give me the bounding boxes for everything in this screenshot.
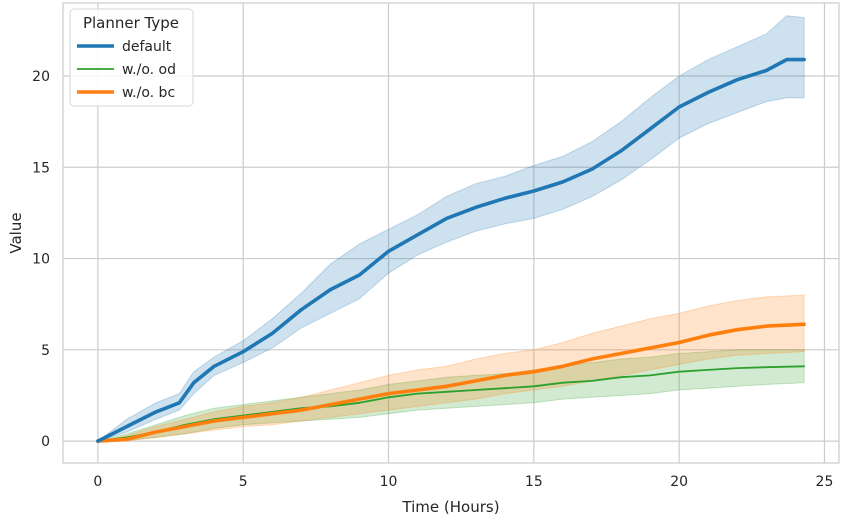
y-axis-label: Value [7, 212, 25, 253]
grid [63, 3, 839, 463]
legend-entry: w./o. od [122, 62, 176, 78]
series-line-default [96, 57, 806, 443]
y-tick-label: 5 [41, 343, 50, 359]
x-axis-label: Time (Hours) [401, 498, 499, 516]
legend-title: Planner Type [83, 14, 179, 32]
x-tick-label: 5 [239, 474, 248, 490]
x-tick-label: 15 [525, 474, 543, 490]
series-lines [96, 57, 806, 443]
x-tick-label: 10 [380, 474, 398, 490]
legend-entry: w./o. bc [122, 85, 175, 101]
x-tick-label: 25 [816, 474, 834, 490]
legend: Planner Type default w./o. od w./o. bc [69, 8, 194, 107]
x-axis-ticks: 0 5 10 15 20 25 [93, 474, 833, 490]
legend-entry: default [122, 39, 172, 55]
y-axis-ticks: 0 5 10 15 20 [32, 69, 50, 450]
series-line-w-o-bc [96, 322, 806, 443]
x-tick-label: 0 [93, 474, 102, 490]
plot-frame [62, 2, 840, 464]
y-tick-label: 0 [41, 434, 50, 450]
legend-box [69, 8, 194, 107]
y-tick-label: 15 [32, 160, 50, 176]
y-tick-label: 10 [32, 252, 50, 268]
y-tick-label: 20 [32, 69, 50, 85]
x-tick-label: 20 [670, 474, 688, 490]
confidence-bands [97, 15, 805, 442]
band-default [97, 15, 805, 442]
legend-items: default w./o. od w./o. bc [77, 39, 176, 101]
